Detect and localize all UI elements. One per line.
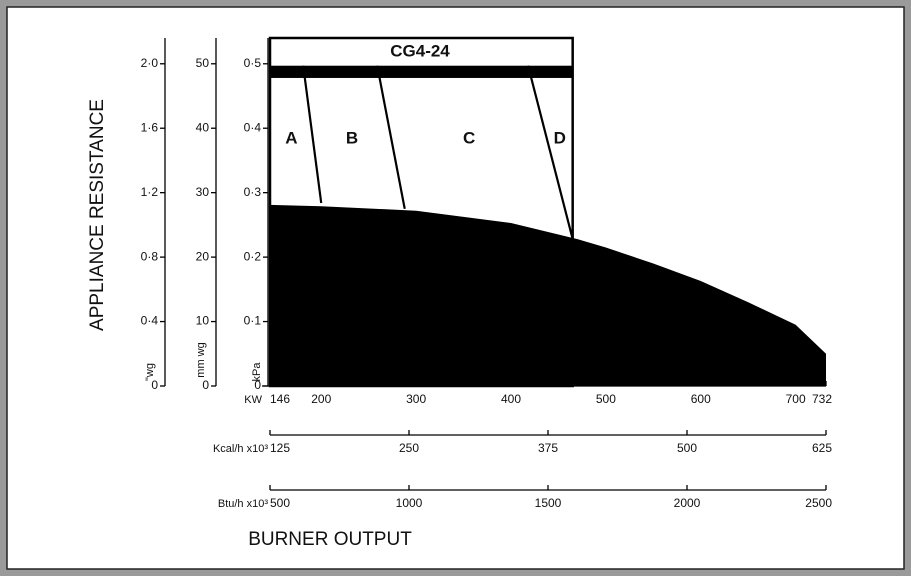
y-tick-label: 1·2: [141, 185, 159, 199]
y-tick-label: 0·5: [244, 56, 262, 70]
x-tick-label: 1000: [396, 496, 423, 510]
y-tick-label: 40: [196, 120, 210, 134]
x-axis-unit: Btu/h x10³: [218, 498, 268, 510]
y-tick-label: 0·1: [244, 314, 262, 328]
zone-boundary: [527, 65, 574, 240]
x-tick-label: 250: [399, 441, 419, 455]
x-tick-label: 375: [538, 441, 558, 455]
x-tick-label: 2000: [674, 496, 701, 510]
chart-title: CG4-24: [390, 41, 450, 60]
zone-label: B: [346, 128, 358, 147]
y-tick-label: 0·4: [141, 314, 159, 328]
y-axis-unit: mm wg: [195, 342, 207, 377]
y-tick-label: 0: [202, 378, 209, 392]
y-tick-label: 0·4: [244, 120, 262, 134]
y-axis-unit: kPa: [251, 362, 263, 382]
x-tick-label: 400: [501, 392, 521, 406]
y-tick-label: 0·8: [141, 249, 159, 263]
x-tick-label: 500: [596, 392, 616, 406]
x-axis-unit: Kcal/h x10³: [213, 443, 268, 455]
x-tick-label: 500: [270, 496, 290, 510]
x-tick-label: 146: [270, 392, 290, 406]
y-tick-label: 2·0: [141, 56, 159, 70]
y-axis-title: APPLIANCE RESISTANCE: [87, 99, 108, 331]
x-tick-label: 732: [812, 392, 832, 406]
y-tick-label: 0·2: [244, 249, 262, 263]
zone-label: D: [554, 128, 566, 147]
y-tick-label: 0·3: [244, 185, 262, 199]
x-axis-unit: KW: [244, 394, 262, 406]
x-tick-label: 2500: [805, 496, 832, 510]
zone-label: C: [463, 128, 475, 147]
x-axis-title: BURNER OUTPUT: [248, 529, 412, 550]
x-tick-label: 500: [677, 441, 697, 455]
x-tick-label: 200: [311, 392, 331, 406]
x-tick-label: 625: [812, 441, 832, 455]
x-tick-label: 700: [786, 392, 806, 406]
zone-boundary: [376, 65, 406, 209]
x-tick-label: 600: [691, 392, 711, 406]
capacity-bar: [270, 65, 573, 78]
x-tick-label: 300: [406, 392, 426, 406]
y-tick-label: 50: [196, 56, 210, 70]
y-tick-label: 10: [196, 314, 210, 328]
y-tick-label: 0: [151, 378, 158, 392]
zone-label: A: [285, 128, 297, 147]
zone-boundary: [302, 65, 323, 204]
x-tick-label: 125: [270, 441, 290, 455]
y-axis-unit: "wg: [144, 363, 156, 381]
y-tick-label: 1·6: [141, 120, 159, 134]
y-tick-label: 20: [196, 249, 210, 263]
x-tick-label: 1500: [535, 496, 562, 510]
resistance-area: [270, 204, 826, 386]
y-tick-label: 30: [196, 185, 210, 199]
y-tick-label: 0: [254, 378, 261, 392]
